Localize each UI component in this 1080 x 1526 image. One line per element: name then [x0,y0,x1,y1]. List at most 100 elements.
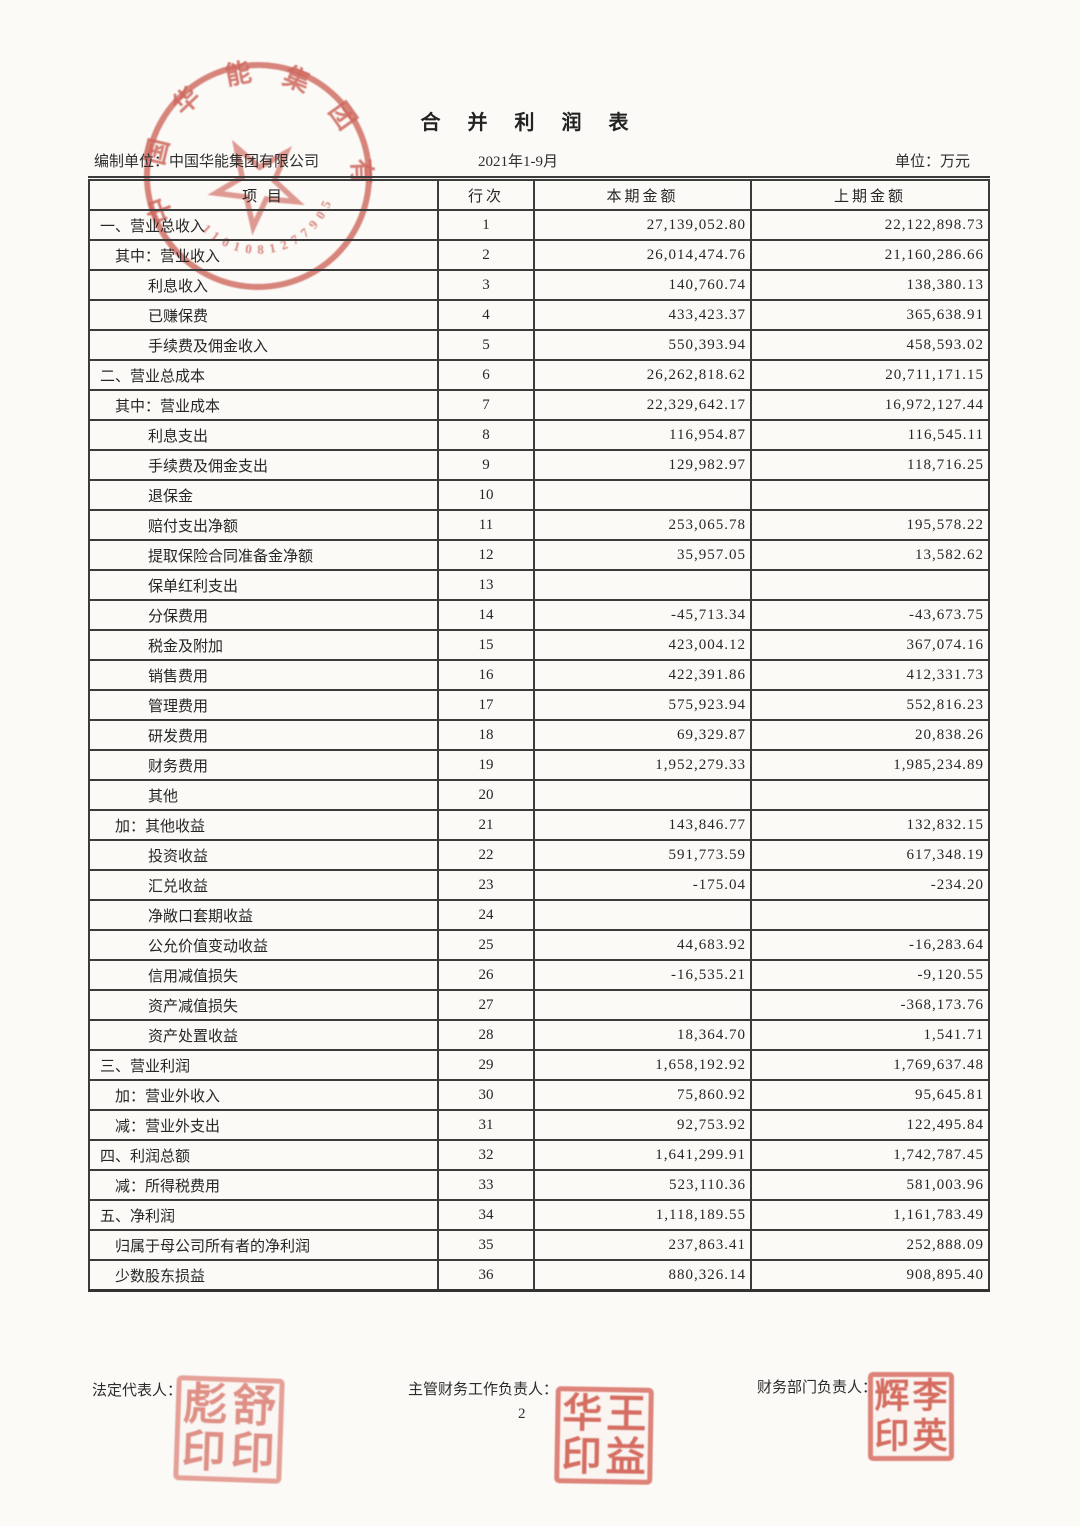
line-cell: 25 [437,929,535,961]
current-cell: 92,753.92 [533,1109,752,1141]
table-row: 赔付支出净额 11 253,065.78 195,578.22 [88,509,990,541]
item-cell: 手续费及佣金收入 [88,329,439,361]
line-cell: 8 [437,419,535,451]
table-row: 汇兑收益 23 -175.04 -234.20 [88,869,990,901]
seal-char: 李 [912,1377,948,1417]
prior-cell: 412,331.73 [750,659,990,691]
item-cell: 保单红利支出 [88,569,439,601]
line-cell: 20 [437,779,535,811]
current-cell: 26,014,474.76 [533,239,752,271]
line-cell: 26 [437,959,535,991]
item-cell: 二、营业总成本 [88,359,439,391]
table-row: 二、营业总成本 6 26,262,818.62 20,711,171.15 [88,359,990,391]
item-cell: 一、营业总收入 [88,209,439,241]
seal-char: 印 [229,1428,276,1479]
item-cell: 其中：营业收入 [88,239,439,271]
item-cell: 资产减值损失 [88,989,439,1021]
item-cell: 汇兑收益 [88,869,439,901]
current-cell: 143,846.77 [533,809,752,841]
table-row: 加：其他收益 21 143,846.77 132,832.15 [88,809,990,841]
item-cell: 利息收入 [88,269,439,301]
table-row: 一、营业总收入 1 27,139,052.80 22,122,898.73 [88,209,990,241]
line-cell: 6 [437,359,535,391]
prior-cell: 1,985,234.89 [750,749,990,781]
legal-rep-name-seal: 彪 舒 印 印 [173,1375,285,1484]
current-cell: 27,139,052.80 [533,209,752,241]
seal-char: 英 [912,1416,948,1456]
seal-char: 舒 [231,1380,278,1432]
prior-cell: -234.20 [750,869,990,901]
current-cell: 591,773.59 [533,839,752,871]
unit-label: 单位：万元 [894,154,970,170]
line-cell: 24 [437,899,535,931]
item-cell: 加：其他收益 [88,809,439,841]
prior-cell: 195,578.22 [750,509,990,541]
prior-cell: 13,582.62 [750,539,990,571]
header-prior-amount: 上期金额 [750,178,990,211]
line-cell: 3 [437,269,535,301]
seal-char: 印 [874,1416,910,1456]
line-cell: 16 [437,659,535,691]
finance-dept-label: 财务部门负责人： [757,1380,878,1396]
seal-char: 华 [562,1390,603,1436]
table-row: 净敞口套期收益 24 [88,899,990,931]
current-cell: 422,391.86 [533,659,752,691]
prior-cell: -43,673.75 [750,599,990,631]
current-cell: 75,860.92 [533,1079,752,1111]
current-cell: 22,329,642.17 [533,389,752,421]
item-cell: 归属于母公司所有者的净利润 [88,1229,439,1261]
prior-cell: 138,380.13 [750,269,990,301]
table-row: 资产减值损失 27 -368,173.76 [88,989,990,1021]
table-row: 四、利润总额 32 1,641,299.91 1,742,787.45 [88,1139,990,1171]
current-cell: 253,065.78 [533,509,752,541]
table-row: 保单红利支出 13 [88,569,990,601]
item-cell: 研发费用 [88,719,439,751]
line-cell: 15 [437,629,535,661]
line-cell: 13 [437,569,535,601]
current-cell: -16,535.21 [533,959,752,991]
current-cell [533,779,752,811]
prior-cell: 122,495.84 [750,1109,990,1141]
item-cell: 减：所得税费用 [88,1169,439,1201]
table-row: 加：营业外收入 30 75,860.92 95,645.81 [88,1079,990,1111]
current-cell: 550,393.94 [533,329,752,361]
table-row: 手续费及佣金收入 5 550,393.94 458,593.02 [88,329,990,361]
item-cell: 公允价值变动收益 [88,929,439,961]
line-cell: 30 [437,1079,535,1111]
table-row: 归属于母公司所有者的净利润 35 237,863.41 252,888.09 [88,1229,990,1261]
prior-cell: 16,972,127.44 [750,389,990,421]
prior-cell: 581,003.96 [750,1169,990,1201]
prior-cell: 22,122,898.73 [750,209,990,241]
current-cell: 26,262,818.62 [533,359,752,391]
table-row: 公允价值变动收益 25 44,683.92 -16,283.64 [88,929,990,961]
table-body: 一、营业总收入 1 27,139,052.80 22,122,898.73 其中… [88,209,990,1292]
line-cell: 4 [437,299,535,331]
prior-cell: 20,711,171.15 [750,359,990,391]
prior-cell [750,569,990,601]
item-cell: 加：营业外收入 [88,1079,439,1111]
table-row: 退保金 10 [88,479,990,511]
line-cell: 23 [437,869,535,901]
legal-rep-label: 法定代表人： [92,1383,183,1399]
current-cell: -45,713.34 [533,599,752,631]
header-line-no: 行次 [437,178,535,211]
current-cell [533,569,752,601]
item-cell: 少数股东损益 [88,1259,439,1292]
table-row: 其中：营业收入 2 26,014,474.76 21,160,286.66 [88,239,990,271]
prior-cell [750,779,990,811]
line-cell: 5 [437,329,535,361]
line-cell: 21 [437,809,535,841]
current-cell: 18,364.70 [533,1019,752,1051]
current-cell: 116,954.87 [533,419,752,451]
table-row: 减：营业外支出 31 92,753.92 122,495.84 [88,1109,990,1141]
current-cell: 1,658,192.92 [533,1049,752,1081]
current-cell: 44,683.92 [533,929,752,961]
seal-char: 益 [605,1434,647,1480]
line-cell: 28 [437,1019,535,1051]
seal-char: 彪 [182,1379,229,1430]
prior-cell: 552,816.23 [750,689,990,721]
page-title: 合 并 利 润 表 [420,112,640,134]
prior-cell: 252,888.09 [750,1229,990,1261]
prior-cell: 20,838.26 [750,719,990,751]
